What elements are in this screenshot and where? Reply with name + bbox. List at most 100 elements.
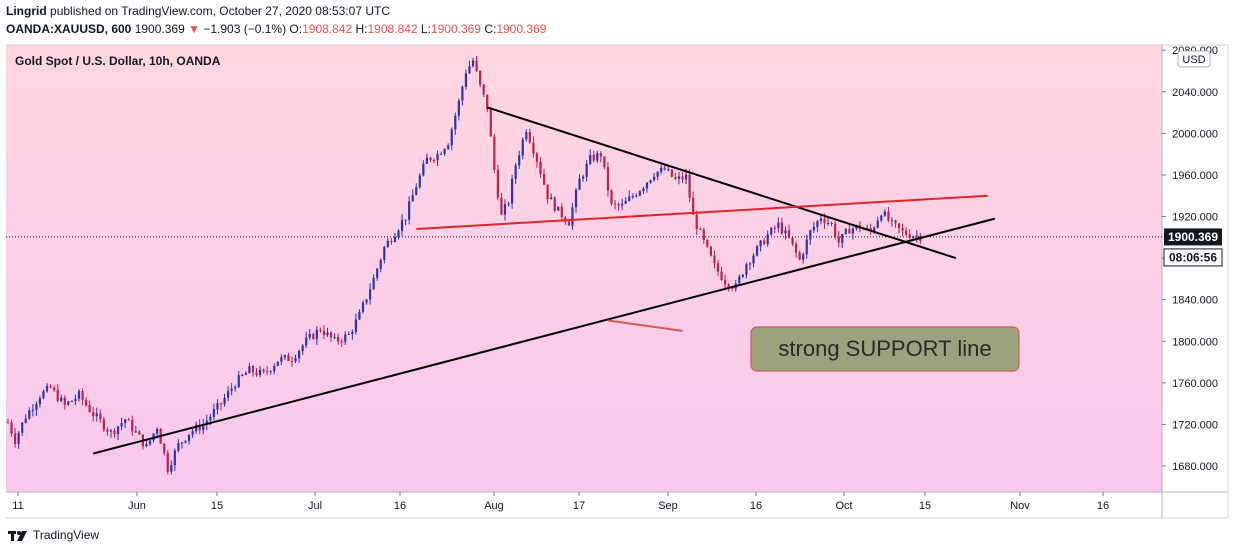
price-change: −1.903 (−0.1%)	[203, 22, 287, 36]
candle	[227, 386, 230, 402]
last-price-tag: 1900.369	[1164, 228, 1222, 246]
candle	[553, 196, 556, 213]
candle	[479, 70, 482, 88]
candle	[599, 151, 602, 163]
candle	[777, 217, 780, 233]
candle	[461, 85, 464, 106]
x-tick-label: 16	[394, 500, 406, 512]
candle	[535, 152, 539, 168]
candle	[408, 196, 411, 225]
candle	[596, 150, 599, 164]
candle	[383, 245, 386, 264]
candle	[716, 259, 720, 276]
candle	[237, 371, 240, 389]
candle	[305, 331, 308, 348]
candle	[77, 389, 81, 402]
footer-branding[interactable]: TradingView	[8, 528, 99, 542]
candle	[720, 266, 723, 281]
candle	[819, 214, 823, 225]
candle	[447, 143, 450, 150]
y-tick-label: 1680.000	[1172, 461, 1218, 473]
candle	[124, 418, 127, 428]
candle	[276, 361, 279, 367]
callout-box[interactable]	[750, 326, 1020, 372]
candle	[883, 208, 886, 217]
candle	[138, 430, 141, 435]
candle	[826, 217, 830, 226]
candle	[266, 365, 269, 376]
candle	[113, 428, 116, 438]
candle	[134, 425, 137, 433]
annotation-callout[interactable]: strong SUPPORT line	[750, 326, 1020, 372]
callout-text: strong SUPPORT line	[778, 336, 991, 361]
candle	[63, 395, 66, 410]
candle	[397, 228, 400, 240]
symbol-label: OANDA:XAUUSD, 600	[6, 22, 132, 36]
candle	[844, 227, 847, 235]
candle	[177, 439, 180, 453]
candle	[709, 245, 712, 257]
x-tick-label: 15	[211, 500, 223, 512]
support-trendline[interactable]	[92, 217, 996, 455]
candle	[248, 362, 251, 374]
candle	[241, 373, 244, 377]
candle	[298, 349, 301, 363]
candle	[784, 226, 787, 240]
candle	[606, 162, 610, 197]
candle	[809, 229, 812, 245]
plot-background	[6, 45, 1162, 492]
candle	[212, 403, 215, 421]
x-tick-label: Oct	[835, 500, 852, 512]
candle	[354, 313, 357, 335]
candle	[592, 150, 595, 163]
candle	[432, 158, 436, 164]
candle	[294, 354, 297, 364]
candle	[74, 394, 77, 406]
author-name[interactable]: Lingrid	[6, 4, 47, 18]
candle	[95, 407, 98, 422]
currency-badge[interactable]: USD	[1177, 50, 1211, 68]
candle	[127, 417, 130, 421]
candle	[308, 328, 311, 341]
candle	[191, 428, 194, 438]
falling-resistance[interactable]	[486, 106, 957, 260]
x-tick-label: 15	[919, 500, 931, 512]
candle	[482, 84, 485, 98]
candle	[511, 174, 514, 209]
candle	[319, 327, 322, 333]
candle	[180, 441, 184, 449]
candle	[99, 409, 102, 423]
candle	[88, 400, 91, 413]
price-tag-label: 1900.369	[1168, 230, 1218, 244]
candle	[393, 232, 397, 243]
candle	[585, 160, 588, 182]
candle	[255, 367, 258, 377]
candle	[766, 230, 769, 247]
candle	[280, 354, 283, 366]
x-tick-label: 11	[12, 500, 23, 512]
annotation-pointer[interactable]	[607, 319, 683, 332]
candle	[638, 190, 641, 197]
candle	[603, 156, 606, 170]
candle	[897, 223, 901, 234]
low-value: 1900.369	[430, 22, 481, 36]
y-tick-label: 1760.000	[1172, 378, 1218, 390]
candle	[92, 407, 95, 422]
candle	[741, 274, 744, 278]
rising-resistance[interactable]	[416, 194, 988, 230]
down-arrow-icon: ▼	[188, 22, 200, 36]
candle	[223, 393, 226, 407]
ohlc-legend: OANDA:XAUUSD, 600 1900.369 ▼ −1.903 (−0.…	[6, 21, 546, 38]
candle	[106, 427, 109, 436]
candle	[326, 327, 329, 337]
candle	[454, 112, 457, 135]
candle	[422, 160, 425, 177]
candle	[589, 149, 592, 166]
candle	[28, 407, 31, 420]
time-axis[interactable]: 11 Jun 15 Jul 16 Aug 17 Sep 16 Oct 15 Nov 16	[12, 492, 1109, 512]
candle	[528, 128, 531, 144]
candle	[805, 234, 808, 259]
candle	[287, 352, 290, 362]
candle	[525, 129, 528, 142]
